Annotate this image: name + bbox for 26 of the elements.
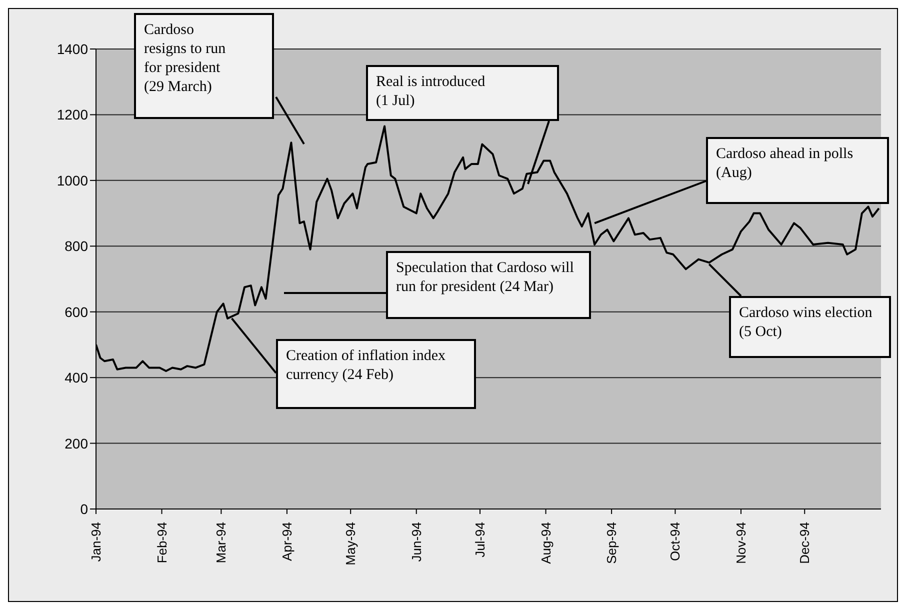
x-tick-label: Nov-94	[733, 522, 748, 564]
y-tick-label: 1200	[56, 106, 88, 123]
x-tick-label: May-94	[343, 522, 358, 566]
x-tick-label: Oct-94	[668, 522, 683, 562]
annotation: Cardoso ahead in polls (Aug)	[716, 145, 854, 183]
y-tick-label: 800	[64, 238, 88, 254]
annotation: Cardoso resigns to run for president (29 March)	[144, 21, 227, 97]
y-tick-label: 0	[80, 500, 88, 517]
x-tick-label: Mar-94	[214, 522, 229, 564]
annotation: Speculation that Cardoso will run for president (24 Mar)	[396, 259, 575, 297]
y-tick-label: 200	[64, 435, 88, 452]
y-tick-label: 1400	[56, 40, 88, 57]
y-tick-label: 600	[64, 304, 88, 320]
x-tick-label: Sep-94	[604, 522, 620, 564]
x-tick-label: Aug-94	[538, 522, 554, 564]
x-tick-label: Dec-94	[797, 522, 812, 564]
annotation: Cardoso wins election (5 Oct)	[739, 304, 874, 342]
x-tick-label: Jul-94	[472, 522, 488, 558]
annotation: Creation of inflation index currency (24 Feb)	[286, 347, 447, 385]
y-tick-label: 400	[64, 370, 88, 386]
x-tick-label: Jan-94	[88, 522, 104, 562]
x-tick-label: Feb-94	[154, 522, 170, 564]
x-tick-label: Jun-94	[408, 522, 424, 562]
annotation: Real is introduced (1 Jul)	[376, 73, 486, 111]
y-tick-label: 1000	[56, 172, 88, 188]
x-tick-label: Apr-94	[279, 522, 294, 562]
